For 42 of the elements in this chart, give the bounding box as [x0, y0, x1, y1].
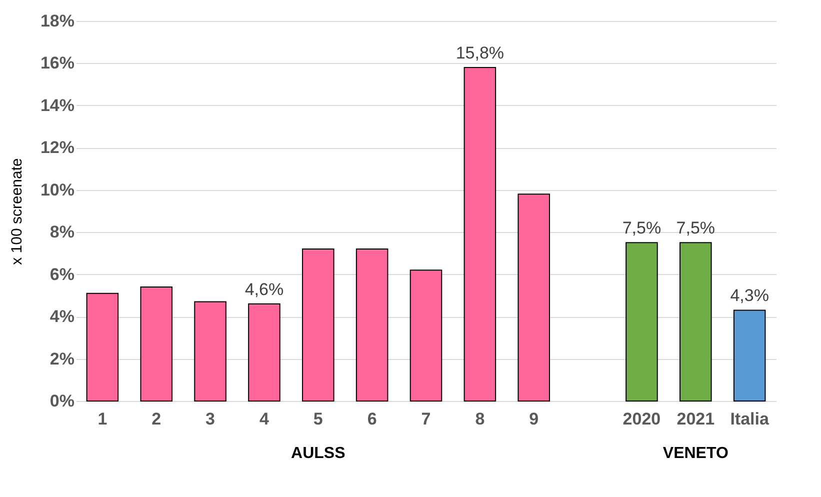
- bar: [518, 194, 550, 402]
- x-tick-label: 6: [367, 410, 377, 428]
- bar: [194, 301, 226, 402]
- x-tick-label: 8: [475, 410, 485, 428]
- data-label: 4,6%: [244, 280, 284, 299]
- y-tick-label: 10%: [40, 180, 74, 200]
- data-label: 7,5%: [676, 218, 716, 238]
- y-axis-title: x 100 screenate: [8, 158, 26, 265]
- x-tick-label: 2020: [622, 410, 661, 428]
- bar: [680, 242, 712, 402]
- x-tick-label: 1: [98, 410, 108, 428]
- x-tick-label: 3: [206, 410, 216, 428]
- y-tick-label: 16%: [40, 54, 74, 73]
- x-tick-label: 7: [421, 410, 431, 428]
- x-tick-label: 2: [152, 410, 162, 428]
- text: VENETO: [662, 445, 728, 462]
- data-label: 15,8%: [456, 43, 504, 62]
- x-tick-label: 2021: [676, 410, 715, 428]
- bar: [248, 303, 280, 402]
- x-tick-label: 9: [529, 410, 539, 428]
- data-label: 4,3%: [730, 286, 769, 306]
- bar: [626, 242, 658, 402]
- y-tick-label: 18%: [40, 12, 74, 30]
- bar: [86, 292, 119, 402]
- text: AULSS: [291, 445, 346, 462]
- y-tick-label: 2%: [50, 349, 74, 368]
- y-tick-label: 14%: [40, 96, 74, 115]
- bar: [302, 248, 334, 402]
- x-tick-label: 4: [259, 410, 270, 428]
- bar: [464, 66, 496, 402]
- x-tick-label: Italia: [730, 410, 770, 428]
- y-tick-label: 8%: [50, 222, 74, 242]
- bar: [356, 248, 388, 402]
- data-label: 7,5%: [622, 218, 662, 238]
- y-tick-label: 12%: [40, 138, 74, 158]
- y-tick-label: 4%: [50, 307, 74, 326]
- y-tick-label: 0%: [50, 392, 74, 410]
- y-tick-label: 6%: [50, 264, 74, 284]
- bar: [410, 270, 442, 402]
- bar: [140, 286, 172, 402]
- x-tick-label: 5: [313, 410, 323, 428]
- bar: [733, 310, 766, 402]
